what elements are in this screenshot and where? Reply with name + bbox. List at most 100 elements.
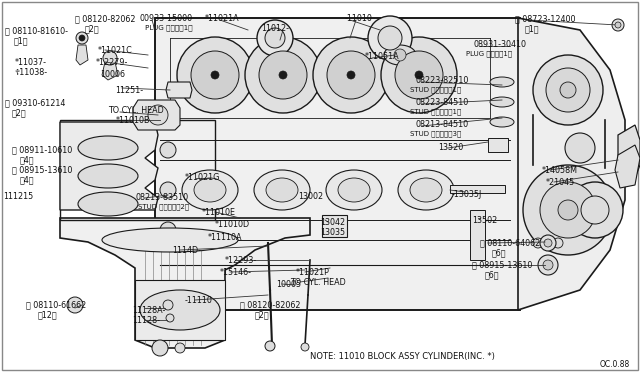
Circle shape (259, 51, 307, 99)
Text: ＜6＞: ＜6＞ (492, 248, 506, 257)
Text: ☦11038-: ☦11038- (14, 68, 47, 77)
Circle shape (175, 343, 185, 353)
Bar (60, 120, 215, 220)
Ellipse shape (102, 228, 238, 252)
Text: *15146-: *15146- (220, 268, 252, 277)
Circle shape (612, 19, 624, 31)
Circle shape (544, 239, 552, 247)
Text: ＜1＞: ＜1＞ (14, 36, 29, 45)
Polygon shape (518, 18, 625, 310)
Text: Ⓥ 08915-13610: Ⓥ 08915-13610 (12, 165, 72, 174)
Ellipse shape (384, 45, 416, 65)
Circle shape (533, 238, 543, 248)
Bar (135, 280, 225, 340)
Circle shape (166, 314, 174, 322)
Ellipse shape (266, 178, 298, 202)
Text: *11010E: *11010E (202, 208, 236, 217)
Text: STUD スタッド（3）: STUD スタッド（3） (410, 130, 461, 137)
Text: *11021A: *11021A (205, 14, 239, 23)
Text: *11010B: *11010B (116, 116, 150, 125)
Polygon shape (618, 125, 640, 178)
Text: *12279-: *12279- (96, 58, 129, 67)
Circle shape (523, 165, 613, 255)
Circle shape (265, 28, 285, 48)
Ellipse shape (78, 136, 138, 160)
Text: -11110: -11110 (185, 296, 213, 305)
Circle shape (163, 300, 173, 310)
Text: PLUG プラグ（1）: PLUG プラグ（1） (466, 50, 512, 57)
Text: ＜6＞: ＜6＞ (485, 270, 499, 279)
Text: *21045: *21045 (546, 178, 575, 187)
Text: ＜4＞: ＜4＞ (20, 175, 35, 184)
Text: 13042: 13042 (320, 218, 345, 227)
Text: *11021G: *11021G (185, 173, 220, 182)
Polygon shape (102, 62, 118, 80)
Circle shape (76, 32, 88, 44)
Text: ＜2＞: ＜2＞ (255, 310, 269, 319)
Text: Ⓑ 08110-64062: Ⓑ 08110-64062 (480, 238, 540, 247)
Circle shape (558, 200, 578, 220)
Text: 08213-83510: 08213-83510 (135, 193, 188, 202)
Circle shape (79, 35, 85, 41)
Text: Ⓢ 09310-61214: Ⓢ 09310-61214 (5, 98, 65, 107)
Text: Ⓑ 08120-82062: Ⓑ 08120-82062 (75, 14, 136, 23)
Text: *11021P: *11021P (296, 268, 330, 277)
Ellipse shape (490, 117, 514, 127)
Circle shape (67, 297, 83, 313)
Circle shape (543, 238, 553, 248)
Ellipse shape (182, 170, 238, 210)
Ellipse shape (78, 192, 138, 216)
Circle shape (211, 71, 219, 79)
Text: 10006: 10006 (100, 70, 125, 79)
Text: ＜2＞: ＜2＞ (12, 108, 27, 117)
Polygon shape (133, 100, 180, 130)
Bar (488, 138, 508, 152)
Circle shape (540, 182, 596, 238)
Circle shape (301, 343, 309, 351)
Text: 00933-15000: 00933-15000 (140, 14, 193, 23)
Bar (450, 185, 505, 193)
Text: 08213-84510: 08213-84510 (415, 120, 468, 129)
Circle shape (368, 16, 412, 60)
Circle shape (148, 105, 168, 125)
Circle shape (567, 182, 623, 238)
Text: ＜2＞: ＜2＞ (85, 24, 100, 33)
Circle shape (160, 142, 176, 158)
Text: 08223-84510: 08223-84510 (415, 98, 468, 107)
Text: 111215: 111215 (3, 192, 33, 201)
Text: *11021C: *11021C (98, 46, 132, 55)
Text: STUD スタッド（1）: STUD スタッド（1） (410, 86, 461, 93)
Circle shape (581, 196, 609, 224)
Ellipse shape (410, 178, 442, 202)
Ellipse shape (194, 178, 226, 202)
Text: 11251-: 11251- (115, 86, 143, 95)
Text: *11010D: *11010D (215, 220, 250, 229)
Text: 13035: 13035 (320, 228, 345, 237)
Circle shape (540, 235, 556, 251)
Polygon shape (60, 218, 310, 348)
Text: Ⓒ 08723-12400: Ⓒ 08723-12400 (515, 14, 575, 23)
Circle shape (347, 71, 355, 79)
Circle shape (257, 20, 293, 56)
Circle shape (560, 82, 576, 98)
Polygon shape (155, 18, 520, 310)
Text: *11110A: *11110A (208, 233, 243, 242)
Circle shape (565, 133, 595, 163)
Circle shape (553, 238, 563, 248)
Polygon shape (60, 122, 158, 210)
Text: Ⓜ 08915-13610: Ⓜ 08915-13610 (472, 260, 532, 269)
Text: -13035J: -13035J (452, 190, 483, 199)
Text: 11128-: 11128- (132, 316, 160, 325)
Text: Ⓑ 08110-61662: Ⓑ 08110-61662 (26, 300, 86, 309)
Text: Ⓝ 08911-10610: Ⓝ 08911-10610 (12, 145, 72, 154)
Circle shape (378, 26, 402, 50)
Circle shape (152, 340, 168, 356)
Text: -11010: -11010 (345, 14, 373, 23)
Text: PLUG プラグ（1）: PLUG プラグ（1） (145, 24, 193, 31)
Polygon shape (615, 145, 640, 188)
Circle shape (160, 222, 176, 238)
Text: 08223-82510: 08223-82510 (415, 76, 468, 85)
Ellipse shape (398, 170, 454, 210)
Circle shape (279, 71, 287, 79)
Text: 1114D-: 1114D- (172, 246, 201, 255)
